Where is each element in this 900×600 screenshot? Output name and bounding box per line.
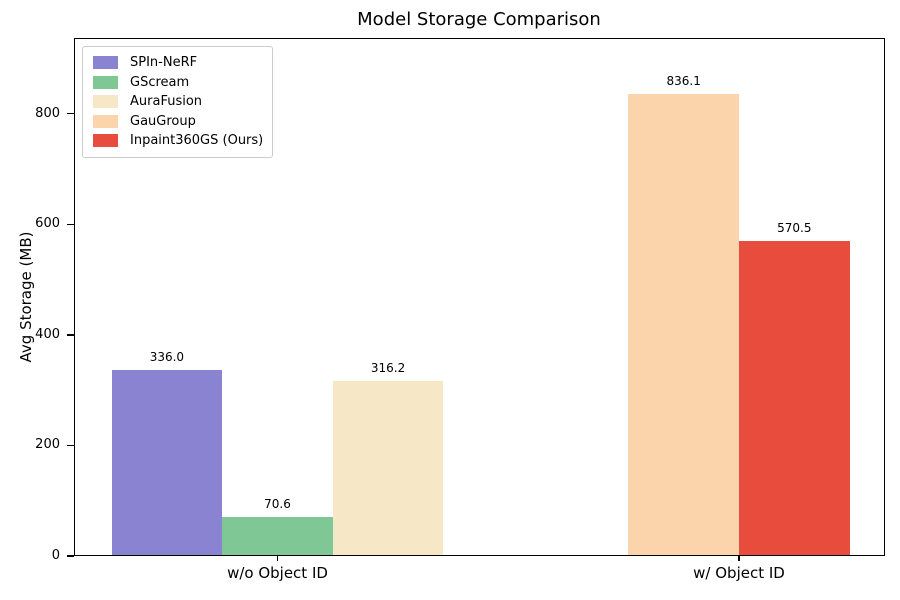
legend-swatch-gaugroup (93, 114, 118, 128)
legend-item-gaugroup: GauGroup (93, 112, 263, 132)
legend-item-label: Inpaint360GS (Ours) (130, 133, 264, 149)
legend-item-inpaint360gs-ours: Inpaint360GS (Ours) (93, 131, 263, 151)
y-tick-label: 800 (35, 105, 60, 121)
legend-swatch-aurafusion (93, 95, 118, 109)
bar-gscream (222, 516, 333, 556)
y-tick-label: 200 (35, 437, 60, 453)
legend-item-label: SPIn-NeRF (130, 55, 198, 71)
bar-value-label-gaugroup: 836.1 (666, 73, 701, 88)
bar-inpaint360gs-ours (739, 240, 850, 556)
x-tick-label-w-o-object-id: w/o Object ID (227, 564, 328, 582)
legend-item-label: AuraFusion (130, 94, 203, 110)
bar-value-label-spin-nerf: 336.0 (149, 350, 185, 365)
bar-gaugroup (628, 93, 739, 556)
legend-swatch-spin-nerf (93, 56, 118, 70)
bar-value-label-aurafusion: 316.2 (370, 361, 406, 376)
y-tick (67, 555, 74, 557)
x-tick (738, 556, 740, 561)
legend-item-gscream: GScream (93, 73, 263, 93)
chart-title: Model Storage Comparison (357, 9, 601, 30)
legend-item-label: GauGroup (130, 113, 196, 129)
y-tick (67, 112, 74, 115)
y-tick-label: 0 (51, 548, 60, 563)
y-tick (67, 223, 74, 226)
legend-swatch-inpaint360gs-ours (93, 134, 118, 148)
legend-swatch-gscream (93, 75, 118, 89)
legend-item-label: GScream (130, 74, 190, 90)
x-tick (276, 556, 279, 561)
y-tick-label: 600 (35, 216, 60, 232)
legend-item-aurafusion: AuraFusion (93, 92, 263, 112)
legend: SPIn-NeRF GScream AuraFusion GauGroup Inpain… (82, 46, 274, 158)
bar-value-label-inpaint360gs-ours: 570.5 (777, 220, 812, 235)
bar-aurafusion (332, 381, 444, 556)
y-tick-label: 400 (35, 326, 60, 342)
bar-spin-nerf (111, 370, 223, 556)
y-tick (67, 334, 74, 336)
y-tick (67, 444, 74, 447)
legend-item-spin-nerf: SPIn-NeRF (93, 53, 263, 73)
x-tick-label-w-object-id: w/ Object ID (693, 564, 785, 582)
bar-value-label-gscream: 70.6 (264, 496, 291, 511)
